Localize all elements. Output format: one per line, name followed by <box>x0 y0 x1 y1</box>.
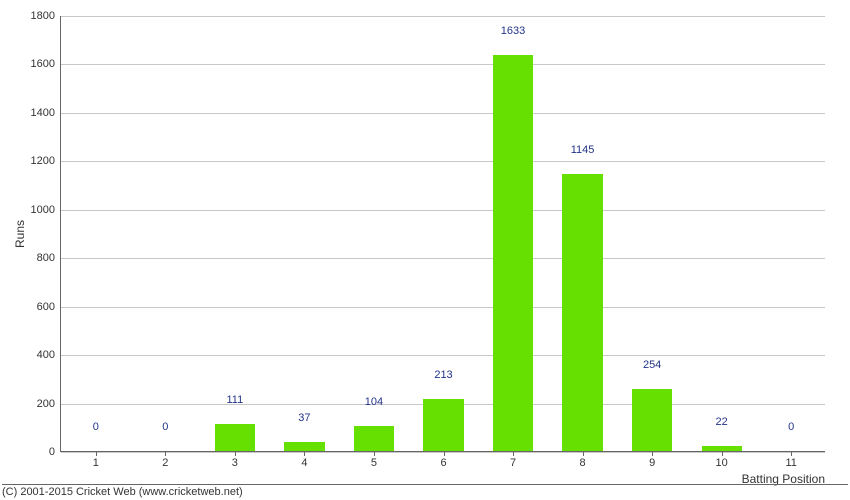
bar <box>215 424 255 451</box>
x-tick-label: 2 <box>162 451 168 469</box>
bar-value-label: 1633 <box>501 25 525 40</box>
bar-value-label: 22 <box>716 416 728 431</box>
bar-value-label: 213 <box>434 369 452 384</box>
x-tick-label: 10 <box>716 451 728 469</box>
bar <box>562 174 602 451</box>
bar-value-label: 111 <box>226 394 243 409</box>
y-tick-label: 1400 <box>31 107 61 119</box>
gridline <box>61 307 825 308</box>
y-tick-label: 1600 <box>31 58 61 70</box>
chart-container: 0200400600800100012001400160018000102111… <box>0 0 850 500</box>
x-tick-label: 6 <box>440 451 446 469</box>
y-tick-label: 400 <box>37 349 61 361</box>
gridline <box>61 64 825 65</box>
bar <box>284 442 324 451</box>
copyright-text: (C) 2001-2015 Cricket Web (www.cricketwe… <box>2 484 848 498</box>
bar-value-label: 0 <box>162 421 168 436</box>
y-tick-label: 800 <box>37 252 61 264</box>
gridline <box>61 161 825 162</box>
bar <box>354 426 394 451</box>
gridline <box>61 355 825 356</box>
y-tick-label: 1800 <box>31 10 61 22</box>
bar-value-label: 0 <box>788 421 794 436</box>
bar <box>632 389 672 451</box>
y-axis-label: Runs <box>13 220 27 248</box>
x-tick-label: 8 <box>580 451 586 469</box>
y-tick-label: 1200 <box>31 155 61 167</box>
y-tick-label: 200 <box>37 398 61 410</box>
x-tick-label: 5 <box>371 451 377 469</box>
bar <box>423 399 463 451</box>
x-tick-label: 7 <box>510 451 516 469</box>
plot-area: 0200400600800100012001400160018000102111… <box>60 16 825 452</box>
x-tick-label: 1 <box>93 451 99 469</box>
bar-value-label: 0 <box>93 421 99 436</box>
bar-value-label: 104 <box>365 396 383 411</box>
y-tick-label: 600 <box>37 301 61 313</box>
x-tick-label: 11 <box>786 451 797 469</box>
gridline <box>61 113 825 114</box>
bar-value-label: 1145 <box>571 144 595 159</box>
gridline <box>61 16 825 17</box>
bar <box>493 55 533 451</box>
bar-value-label: 254 <box>643 359 661 374</box>
y-tick-label: 1000 <box>31 204 61 216</box>
gridline <box>61 258 825 259</box>
x-tick-label: 3 <box>232 451 238 469</box>
x-tick-label: 9 <box>649 451 655 469</box>
gridline <box>61 210 825 211</box>
y-tick-label: 0 <box>49 446 61 458</box>
bar-value-label: 37 <box>298 412 310 427</box>
x-tick-label: 4 <box>301 451 307 469</box>
